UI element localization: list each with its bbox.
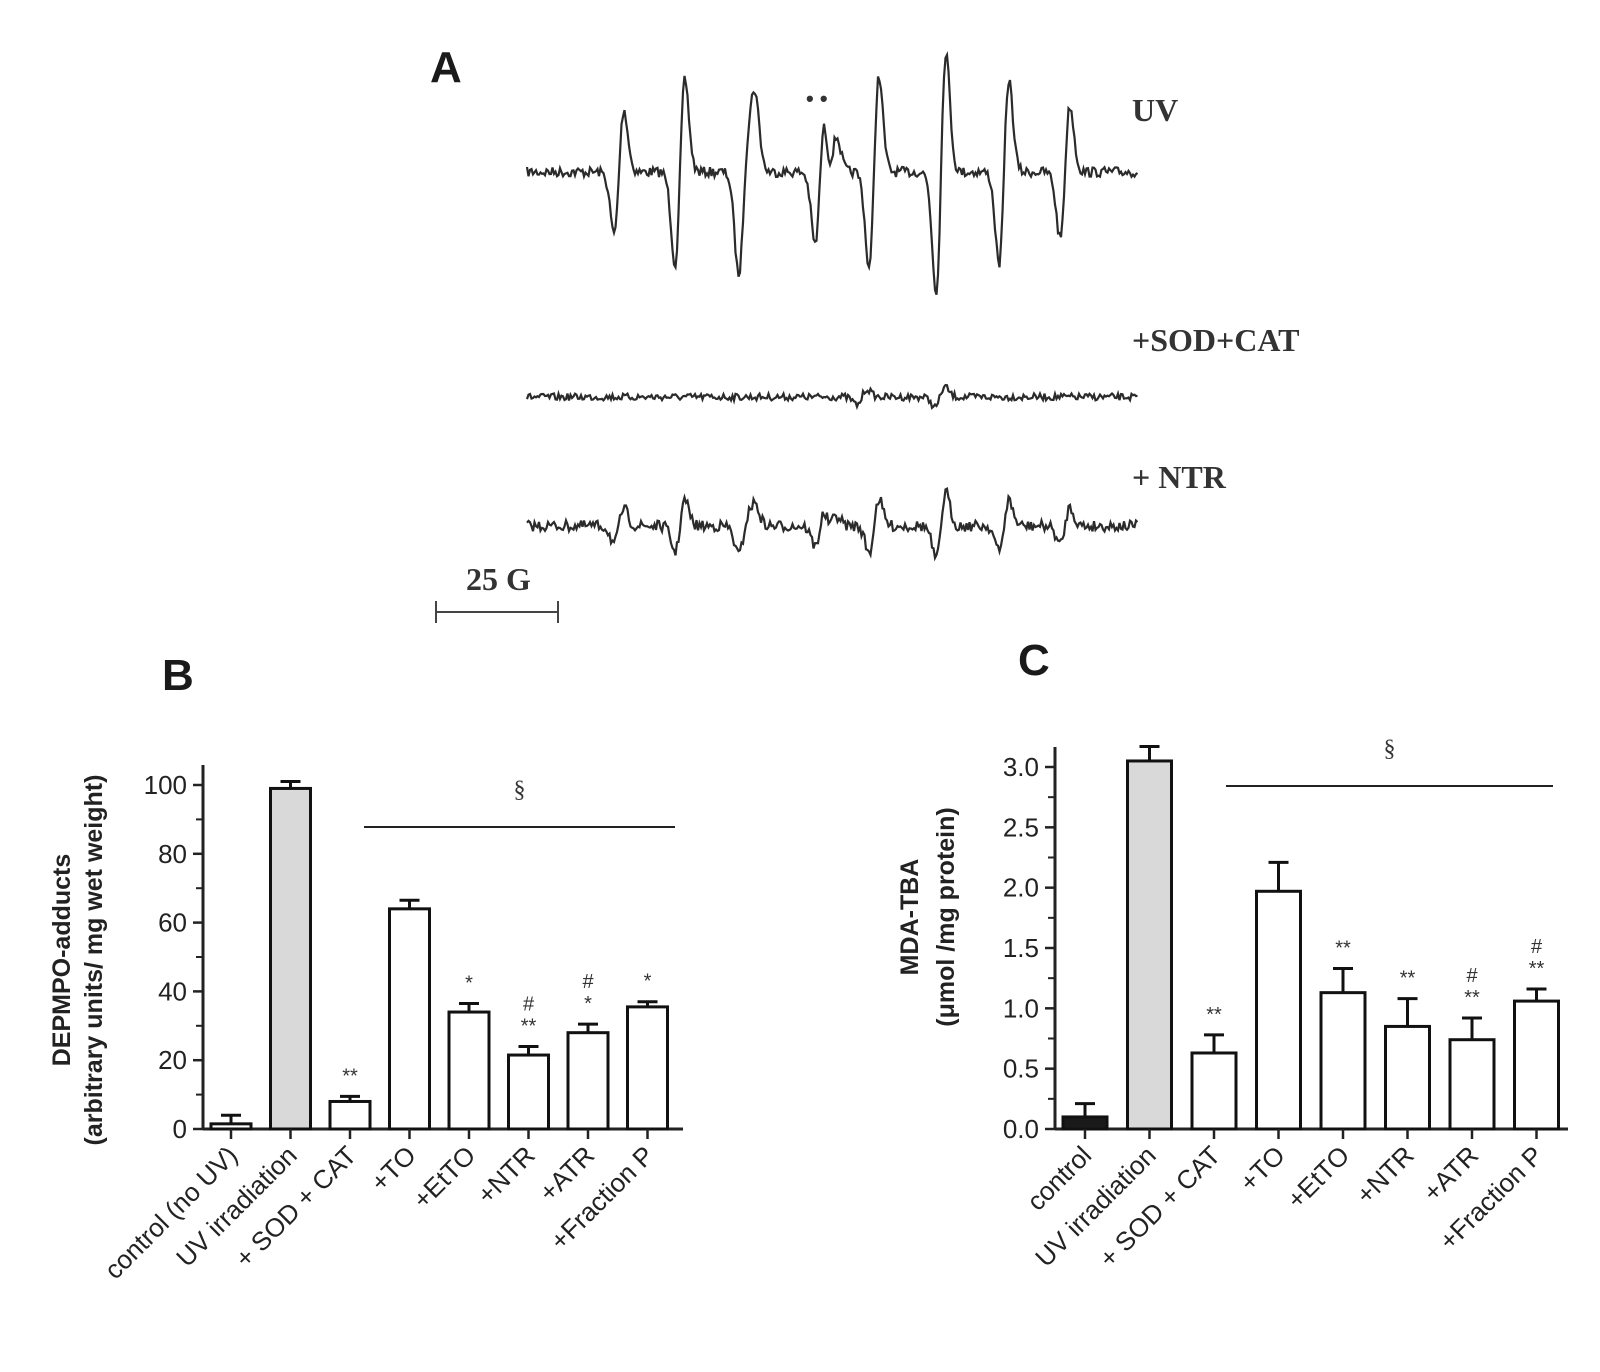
esr-traces (525, 50, 1139, 562)
chart-c-category-label: +NTR (1350, 1140, 1420, 1210)
chart-b-bar (328, 1099, 372, 1131)
chart-b-bar (566, 1031, 610, 1131)
chart-b-bar (507, 1053, 550, 1131)
chart-b-ytick-label: 0 (173, 1114, 187, 1144)
scale-bar: 25 G (435, 561, 559, 623)
chart-c-ytick-label: 1.5 (1003, 933, 1039, 963)
chart-c-ylabel-line1: MDA-TBA (896, 859, 924, 976)
chart-b-significance-label: * (584, 993, 592, 1015)
chart-b-bar (447, 1010, 491, 1131)
chart-c-significance-label: ** (1529, 958, 1545, 980)
chart-c-significance-label: ** (1335, 938, 1351, 960)
chart-b-ytick-label: 60 (158, 908, 187, 938)
chart-c-ytick-label: 0.0 (1003, 1114, 1039, 1144)
panel-c-letter: C (1018, 636, 1050, 685)
chart-c-ytick-label: 0.5 (1003, 1054, 1039, 1084)
trace-label-ntr: + NTR (1132, 459, 1227, 495)
chart-b-significance-label: * (644, 971, 652, 993)
chart-c-significance-label: # (1466, 965, 1478, 987)
scale-bar-label: 25 G (466, 561, 531, 597)
chart-b-ytick-label: 40 (158, 976, 187, 1006)
chart-c-significance-label: ** (1400, 968, 1416, 990)
chart-c-bar (1513, 999, 1560, 1131)
chart-c-bar (1255, 889, 1302, 1131)
chart-c-bar (1384, 1024, 1431, 1131)
chart-c-bar (1061, 1115, 1109, 1131)
chart-b-ylabel-line1: DEPMPO-adducts (48, 854, 76, 1067)
chart-c-bar (1448, 1038, 1496, 1131)
chart-c-bracket-label: § (1384, 736, 1396, 762)
esr-trace-uv (525, 50, 1139, 296)
chart-b-ylabel-line2: (arbitrary units/ mg wet weight) (80, 775, 108, 1146)
chart-b: B DEPMPO-adducts (arbitrary units/ mg we… (48, 651, 683, 1285)
chart-c-ytick-label: 2.5 (1003, 812, 1039, 842)
panel-b-letter: B (162, 651, 194, 700)
chart-b-significance-label: # (582, 971, 594, 993)
chart-b-ytick-label: 100 (144, 770, 187, 800)
chart-b-ytick-label: 20 (158, 1045, 187, 1075)
chart-c: C MDA-TBA (μmol /mg protein) 0.0 0.5 1.0 1.… (896, 636, 1568, 1273)
chart-c-category-label: +EtTO (1281, 1140, 1356, 1215)
chart-c-significance-label: ** (1464, 987, 1480, 1009)
chart-c-ytick-label: 3.0 (1003, 752, 1039, 782)
chart-c-bar (1126, 759, 1173, 1131)
chart-c-significance-label: ** (1206, 1004, 1222, 1026)
peak-marker: • • (806, 86, 828, 111)
chart-b-bracket-label: § (514, 777, 526, 803)
chart-b-category-label: +NTR (471, 1140, 541, 1210)
panel-a: A • • UV +SOD+CAT + NTR 25 G (430, 43, 1299, 623)
chart-c-bar (1190, 1051, 1238, 1131)
chart-b-bar (388, 907, 431, 1131)
chart-b-ytick-label: 80 (158, 839, 187, 869)
chart-c-category-label: +TO (1234, 1140, 1291, 1197)
chart-b-bar (269, 786, 312, 1131)
panel-a-letter: A (430, 43, 462, 92)
chart-b-significance-label: # (523, 993, 535, 1015)
trace-label-uv: UV (1132, 92, 1178, 128)
chart-b-significance-label: ** (342, 1065, 358, 1087)
chart-b-significance-label: * (465, 972, 473, 994)
chart-c-significance-label: # (1531, 936, 1543, 958)
esr-trace-ntr (526, 487, 1139, 562)
chart-b-significance-label: ** (521, 1015, 537, 1037)
trace-label-sod-cat: +SOD+CAT (1132, 322, 1299, 358)
chart-c-ytick-label: 2.0 (1003, 873, 1039, 903)
chart-b-category-label: +EtTO (407, 1140, 482, 1215)
chart-c-bar (1319, 991, 1367, 1131)
chart-b-bar (209, 1122, 253, 1131)
chart-b-bar (626, 1005, 669, 1131)
esr-trace-sod-cat (525, 383, 1138, 411)
chart-c-ytick-label: 1.0 (1003, 993, 1039, 1023)
chart-c-ylabel-line2: (μmol /mg protein) (932, 807, 960, 1026)
